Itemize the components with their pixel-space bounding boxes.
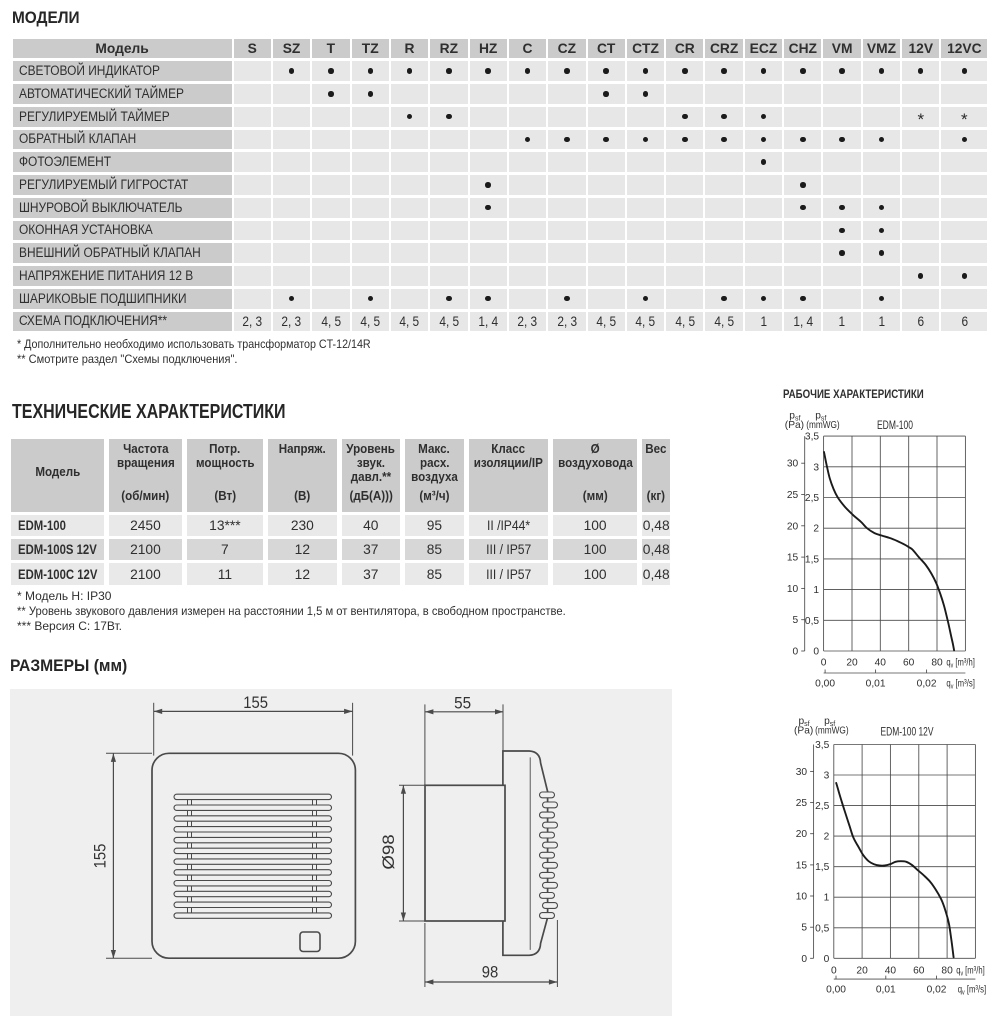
svg-text:0: 0: [813, 647, 819, 658]
svg-text:psf: psf: [815, 411, 826, 423]
svg-text:1: 1: [824, 893, 830, 904]
svg-text:0: 0: [821, 658, 827, 669]
svg-text:60: 60: [913, 966, 925, 977]
svg-text:0,02: 0,02: [917, 679, 937, 690]
svg-text:psf: psf: [799, 716, 810, 728]
svg-text:40: 40: [885, 966, 897, 977]
svg-text:155: 155: [243, 693, 268, 712]
svg-text:0: 0: [831, 966, 837, 977]
svg-text:qv [m³/h]: qv [m³/h]: [946, 658, 975, 670]
svg-text:0,00: 0,00: [826, 985, 846, 996]
svg-text:0,5: 0,5: [815, 923, 829, 934]
svg-text:15: 15: [787, 553, 799, 564]
svg-text:2: 2: [813, 524, 819, 535]
svg-text:20: 20: [787, 521, 799, 532]
svg-text:25: 25: [796, 798, 808, 809]
svg-text:0,01: 0,01: [876, 985, 896, 996]
svg-text:80: 80: [941, 966, 953, 977]
svg-text:30: 30: [796, 767, 808, 778]
svg-text:0: 0: [793, 647, 799, 658]
svg-text:Ø98: Ø98: [379, 834, 398, 869]
svg-text:10: 10: [787, 584, 799, 595]
svg-text:0,5: 0,5: [805, 616, 819, 627]
svg-text:3: 3: [824, 771, 830, 782]
svg-text:3,5: 3,5: [805, 432, 819, 443]
svg-text:2,5: 2,5: [815, 801, 829, 812]
svg-text:(Pa): (Pa): [794, 726, 813, 737]
svg-text:psf: psf: [824, 716, 835, 728]
svg-text:1: 1: [813, 585, 819, 596]
svg-text:0,01: 0,01: [866, 679, 886, 690]
svg-text:25: 25: [787, 490, 799, 501]
svg-text:(mmWG): (mmWG): [806, 420, 840, 431]
svg-text:60: 60: [903, 658, 915, 669]
svg-text:0: 0: [801, 954, 807, 965]
svg-text:0,00: 0,00: [815, 679, 835, 690]
svg-text:20: 20: [846, 658, 858, 669]
svg-text:EDM-100 12V: EDM-100 12V: [881, 725, 934, 739]
svg-text:qv [m³/s]: qv [m³/s]: [958, 985, 987, 997]
svg-text:155: 155: [91, 844, 110, 869]
svg-text:98: 98: [482, 963, 499, 982]
svg-text:80: 80: [931, 658, 943, 669]
svg-text:1,5: 1,5: [815, 862, 829, 873]
svg-text:2: 2: [824, 832, 830, 843]
svg-text:qv [m³/h]: qv [m³/h]: [956, 966, 985, 978]
svg-text:5: 5: [793, 615, 799, 626]
svg-text:0,02: 0,02: [927, 985, 947, 996]
svg-text:10: 10: [796, 892, 808, 903]
svg-text:20: 20: [856, 966, 868, 977]
svg-text:3: 3: [813, 462, 819, 473]
svg-text:5: 5: [801, 923, 807, 934]
svg-text:1,5: 1,5: [805, 554, 819, 565]
svg-text:psf: psf: [789, 411, 800, 423]
svg-text:15: 15: [796, 860, 808, 871]
svg-text:30: 30: [787, 459, 799, 470]
svg-text:(Pa): (Pa): [785, 420, 804, 431]
svg-text:20: 20: [796, 829, 808, 840]
svg-text:3,5: 3,5: [815, 740, 829, 751]
svg-text:0: 0: [824, 954, 830, 965]
svg-text:(mmWG): (mmWG): [815, 726, 849, 737]
svg-text:40: 40: [875, 658, 887, 669]
svg-text:EDM-100: EDM-100: [877, 418, 913, 432]
svg-text:55: 55: [454, 693, 471, 712]
svg-text:2,5: 2,5: [805, 493, 819, 504]
svg-text:qv [m³/s]: qv [m³/s]: [946, 679, 975, 691]
